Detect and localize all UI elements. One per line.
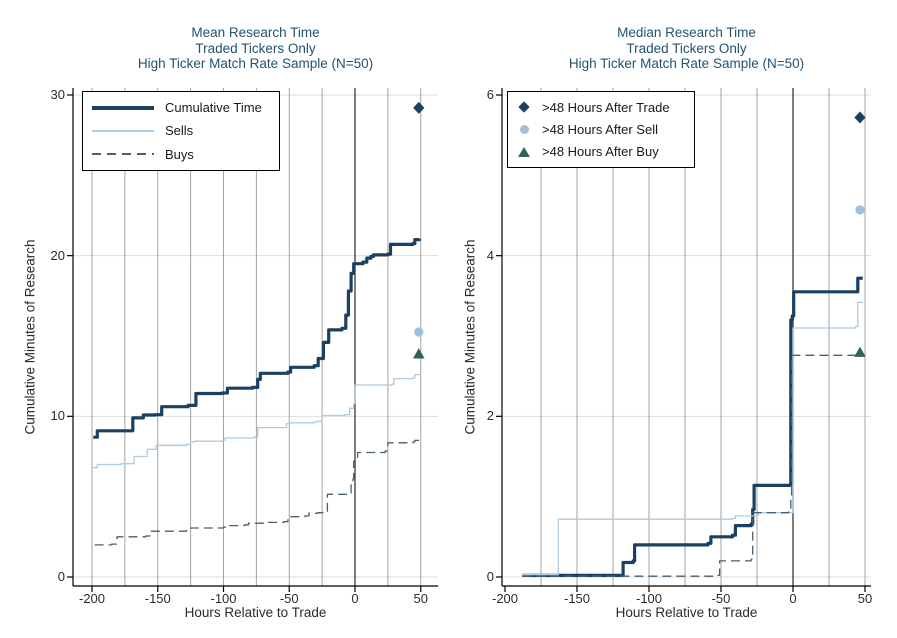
legend-label: Cumulative Time (165, 100, 262, 116)
legend-label: Buys (165, 146, 194, 162)
series-cumulative-time (522, 276, 863, 577)
triangle-icon (517, 145, 531, 159)
x-tick-label: 0 (789, 591, 797, 606)
series-cumulative-time (93, 238, 421, 439)
diamond-icon (517, 100, 531, 114)
left-legend: Cumulative Time Sells Buys (82, 91, 280, 171)
circle-marker (855, 205, 865, 215)
title-line: High Ticker Match Rate Sample (N=50) (568, 56, 805, 71)
y-tick-label: 30 (50, 86, 65, 102)
legend-item-buys: Buys (92, 147, 279, 162)
x-tick-label: 50 (413, 591, 428, 606)
legend-item-sells: Sells (92, 123, 279, 138)
right-chart-title: Median Research Time Traded Tickers Only… (502, 25, 871, 72)
right-x-axis-label: Hours Relative to Trade (615, 605, 758, 620)
legend-item-after-sell: >48 Hours After Sell (517, 122, 694, 137)
y-tick-label: 10 (50, 408, 65, 424)
series-buys (94, 439, 420, 546)
x-tick-label: -100 (635, 591, 663, 606)
legend-label: >48 Hours After Buy (542, 144, 659, 160)
x-tick-label: -50 (279, 591, 299, 606)
series-sells (92, 373, 421, 469)
x-tick-label: -150 (563, 591, 591, 606)
y-tick-label: 0 (486, 569, 494, 584)
thin-line-sample (92, 129, 154, 132)
legend-item-after-buy: >48 Hours After Buy (517, 144, 694, 159)
x-tick-label: -200 (491, 591, 519, 606)
x-tick-label: -200 (78, 591, 106, 606)
series-buys (522, 353, 863, 577)
circle-marker (414, 327, 424, 337)
right-legend: >48 Hours After Trade >48 Hours After Se… (507, 91, 695, 168)
legend-label: >48 Hours After Trade (542, 99, 670, 115)
title-line: Median Research Time (617, 25, 756, 40)
circle-icon (517, 122, 531, 136)
title-line: Traded Tickers Only (195, 40, 316, 56)
y-tick-label: 4 (486, 247, 494, 263)
diamond-marker (413, 101, 425, 114)
x-tick-label: -50 (711, 591, 731, 606)
dashed-line-sample (92, 153, 154, 156)
right-y-axis-label: Cumulative Minutes of Research (462, 239, 478, 435)
diamond-marker (854, 111, 866, 124)
thick-line-sample (92, 105, 154, 110)
legend-item-cumulative-time: Cumulative Time (92, 100, 279, 115)
left-chart-title: Mean Research Time Traded Tickers Only H… (73, 25, 438, 72)
y-tick-label: 2 (486, 408, 494, 424)
legend-label: Sells (165, 123, 194, 139)
x-tick-label: -100 (210, 591, 237, 606)
y-tick-label: 20 (50, 247, 65, 263)
title-line: Mean Research Time (191, 25, 320, 40)
x-tick-label: 50 (857, 591, 873, 606)
triangle-marker (854, 346, 866, 357)
x-tick-label: 0 (351, 591, 359, 606)
legend-item-after-trade: >48 Hours After Trade (517, 100, 694, 115)
y-tick-label: 6 (486, 87, 494, 102)
title-line: Traded Tickers Only (626, 40, 747, 56)
title-line: High Ticker Match Rate Sample (N=50) (137, 56, 374, 71)
x-tick-label: -150 (144, 591, 171, 606)
y-tick-label: 0 (57, 569, 65, 584)
left-y-axis-label: Cumulative Minutes of Research (22, 239, 38, 435)
series-sells (522, 301, 863, 576)
triangle-marker (412, 348, 425, 359)
left-x-axis-label: Hours Relative to Trade (184, 605, 327, 620)
legend-label: >48 Hours After Sell (542, 121, 658, 137)
